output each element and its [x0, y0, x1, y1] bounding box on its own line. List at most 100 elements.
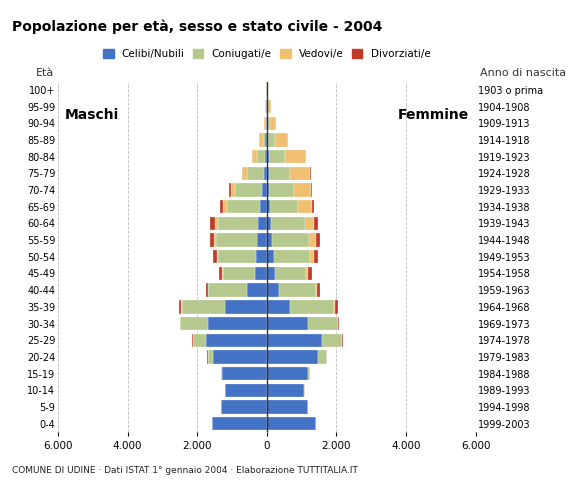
Bar: [212, 350, 267, 363]
Bar: [256, 250, 267, 264]
Bar: [267, 284, 278, 297]
Text: Anno di nascita: Anno di nascita: [480, 68, 566, 78]
Bar: [235, 183, 262, 197]
Bar: [208, 350, 212, 363]
Bar: [231, 183, 235, 197]
Text: Popolazione per età, sesso e stato civile - 2004: Popolazione per età, sesso e stato civil…: [12, 19, 382, 34]
Bar: [269, 150, 285, 163]
Bar: [267, 183, 269, 197]
Bar: [310, 167, 311, 180]
Text: Età: Età: [35, 68, 54, 78]
Bar: [291, 300, 334, 313]
Bar: [299, 200, 311, 214]
Text: Maschi: Maschi: [65, 108, 119, 122]
Bar: [266, 133, 267, 147]
Bar: [278, 284, 316, 297]
Bar: [267, 250, 274, 264]
Bar: [264, 167, 267, 180]
Bar: [260, 200, 267, 214]
Bar: [222, 267, 223, 280]
Bar: [267, 334, 322, 347]
Bar: [304, 217, 314, 230]
Bar: [267, 233, 272, 247]
Bar: [306, 267, 308, 280]
Bar: [225, 384, 267, 397]
Bar: [265, 100, 266, 113]
Bar: [275, 133, 288, 147]
Bar: [215, 217, 218, 230]
Bar: [269, 183, 294, 197]
Bar: [267, 317, 308, 330]
Bar: [255, 267, 267, 280]
Bar: [310, 250, 314, 264]
Bar: [223, 267, 255, 280]
Bar: [271, 217, 304, 230]
Bar: [308, 317, 338, 330]
Bar: [206, 334, 267, 347]
Bar: [217, 250, 218, 264]
Bar: [257, 150, 264, 163]
Bar: [247, 167, 264, 180]
Bar: [257, 233, 267, 247]
Bar: [264, 150, 267, 163]
Bar: [317, 284, 320, 297]
Bar: [272, 233, 309, 247]
Bar: [218, 217, 258, 230]
Bar: [314, 250, 318, 264]
Bar: [267, 384, 304, 397]
Bar: [308, 267, 312, 280]
Bar: [322, 334, 342, 347]
Bar: [259, 133, 263, 147]
Bar: [208, 317, 267, 330]
Bar: [214, 233, 216, 247]
Bar: [316, 233, 320, 247]
Bar: [227, 200, 260, 214]
Bar: [220, 200, 223, 214]
Legend: Celibi/Nubili, Coniugati/e, Vedovi/e, Divorziati/e: Celibi/Nubili, Coniugati/e, Vedovi/e, Di…: [99, 45, 434, 63]
Bar: [267, 167, 269, 180]
Bar: [264, 117, 266, 130]
Bar: [252, 150, 257, 163]
Bar: [267, 117, 270, 130]
Bar: [267, 400, 308, 414]
Bar: [294, 183, 311, 197]
Bar: [221, 400, 267, 414]
Bar: [179, 300, 181, 313]
Bar: [216, 233, 257, 247]
Bar: [267, 83, 269, 96]
Bar: [267, 367, 308, 380]
Bar: [274, 250, 310, 264]
Bar: [311, 183, 312, 197]
Bar: [182, 300, 225, 313]
Bar: [270, 200, 299, 214]
Bar: [267, 150, 269, 163]
Bar: [285, 150, 306, 163]
Bar: [218, 250, 256, 264]
Bar: [242, 167, 247, 180]
Bar: [308, 367, 310, 380]
Bar: [269, 167, 290, 180]
Bar: [311, 200, 314, 214]
Bar: [210, 217, 215, 230]
Bar: [267, 133, 269, 147]
Bar: [335, 300, 338, 313]
Bar: [222, 367, 267, 380]
Bar: [246, 284, 267, 297]
Bar: [318, 350, 327, 363]
Bar: [193, 334, 206, 347]
Bar: [267, 300, 291, 313]
Bar: [269, 133, 275, 147]
Bar: [229, 183, 231, 197]
Bar: [212, 417, 267, 431]
Bar: [263, 133, 266, 147]
Bar: [258, 217, 267, 230]
Bar: [290, 167, 310, 180]
Bar: [268, 100, 271, 113]
Text: COMUNE DI UDINE · Dati ISTAT 1° gennaio 2004 · Elaborazione TUTTITALIA.IT: COMUNE DI UDINE · Dati ISTAT 1° gennaio …: [12, 466, 357, 475]
Bar: [267, 200, 270, 214]
Text: Femmine: Femmine: [397, 108, 469, 122]
Bar: [316, 284, 317, 297]
Bar: [213, 250, 217, 264]
Bar: [225, 300, 267, 313]
Bar: [262, 183, 267, 197]
